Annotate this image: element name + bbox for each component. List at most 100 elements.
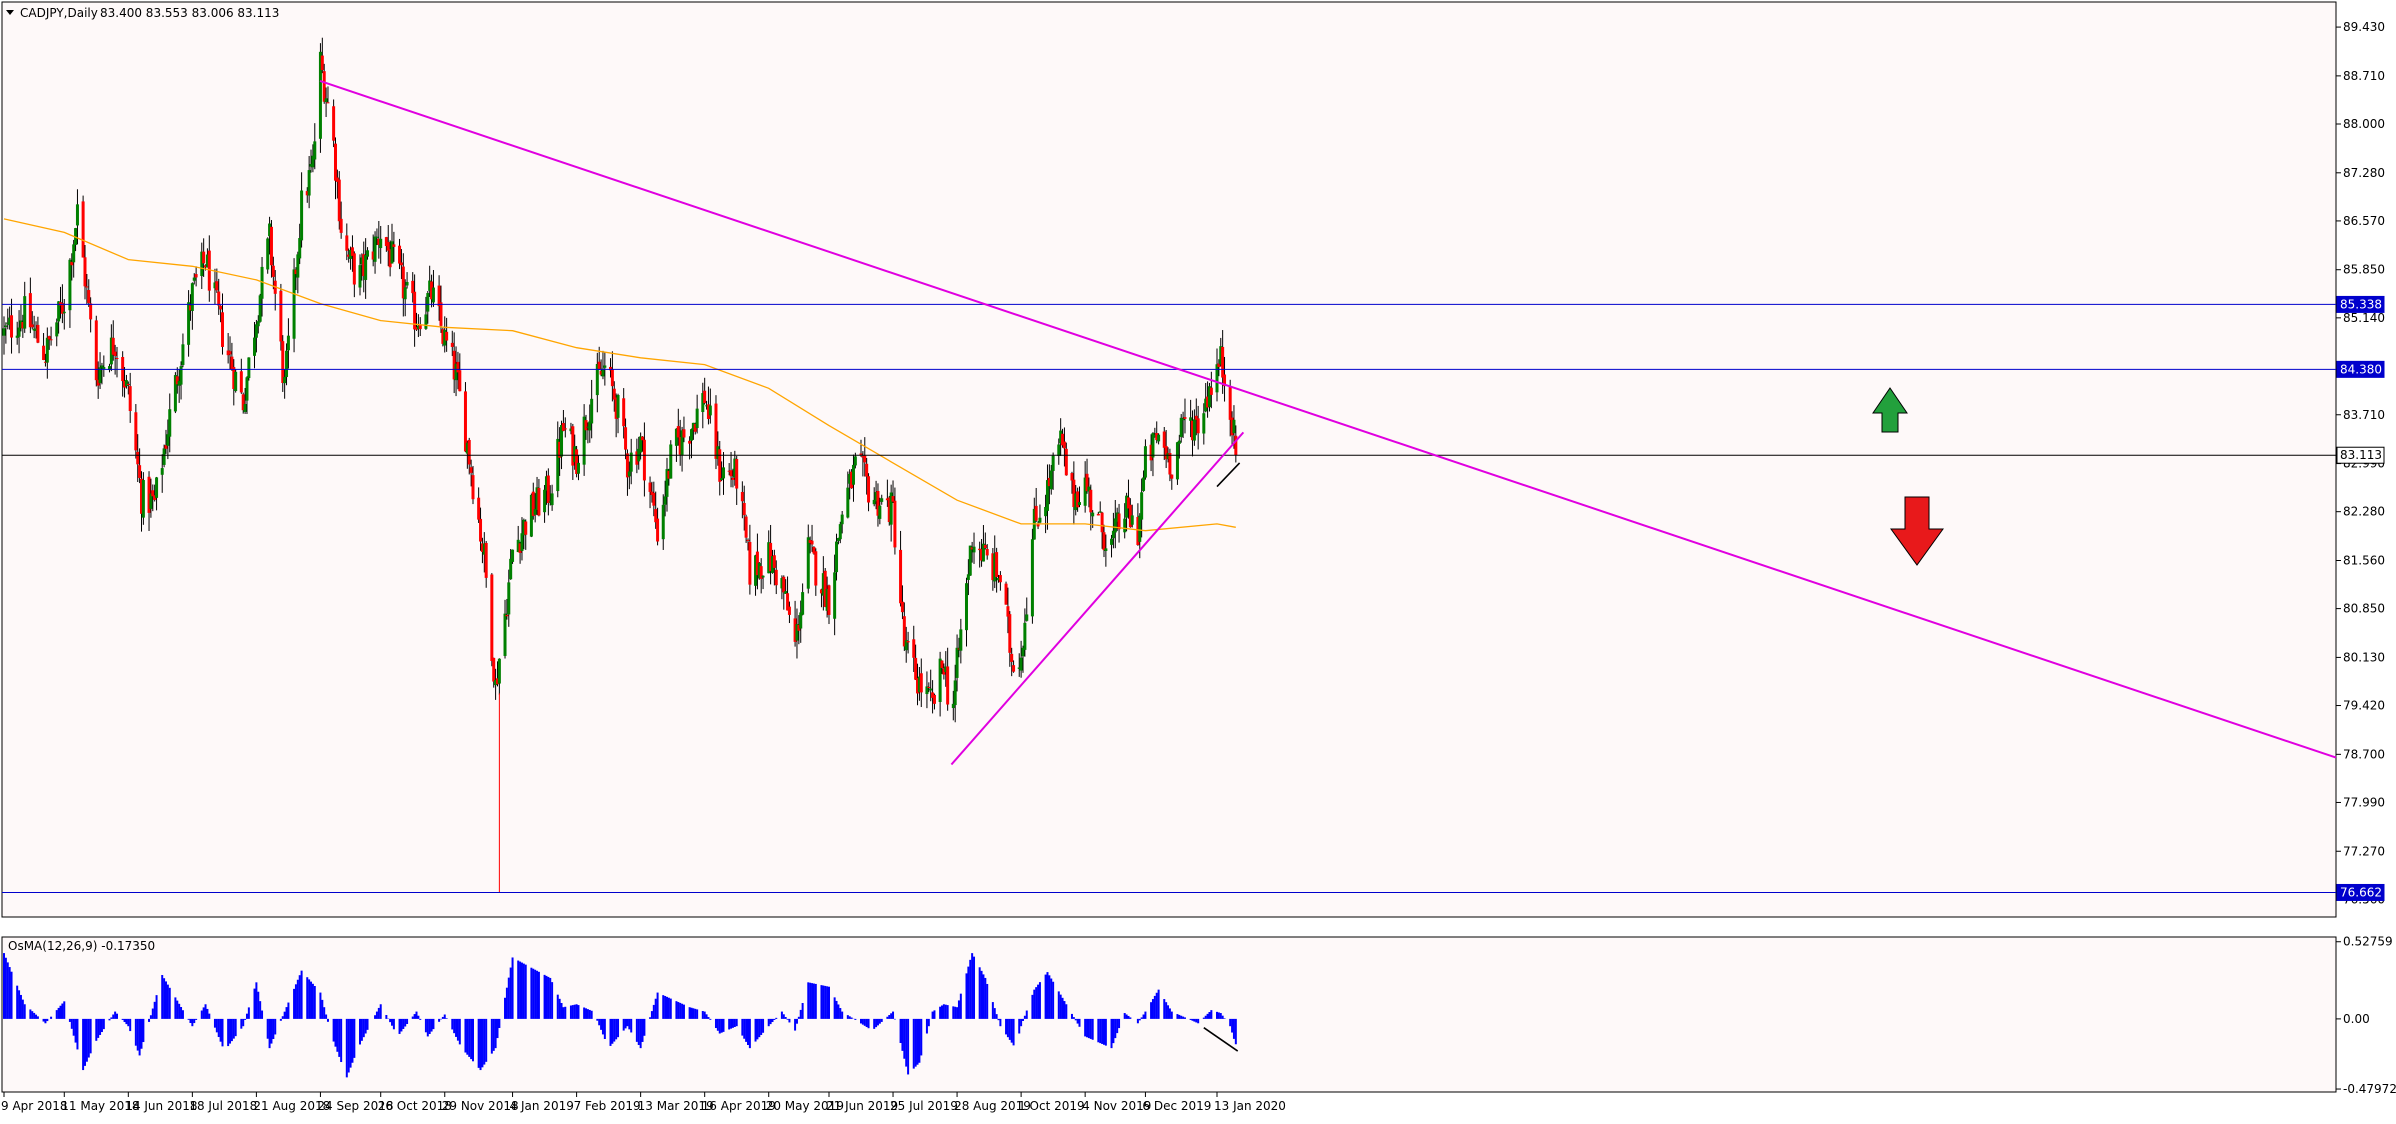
candle-bear [362, 254, 366, 277]
candle-bear [220, 312, 224, 347]
candle-bull [1045, 480, 1049, 511]
candle-bear [714, 403, 718, 459]
candle-bear [1062, 441, 1066, 449]
candle-bear [85, 286, 89, 288]
candle-bull [1140, 492, 1144, 520]
candle-bull [190, 283, 194, 311]
candle-bull [179, 366, 183, 385]
candle-bear [652, 492, 656, 506]
candle-bull [507, 582, 511, 615]
candle-bear [571, 426, 575, 466]
price-axis-label: 87.280 [2343, 166, 2385, 180]
candle-bear [10, 315, 14, 338]
candle-bear [755, 551, 759, 576]
candle-bear [126, 383, 130, 386]
candle-bear [850, 471, 854, 489]
candle-bull [285, 350, 289, 378]
candle-bull [1151, 433, 1155, 458]
osma-axis-label: 0.00 [2343, 1012, 2370, 1026]
candle-bear [867, 476, 871, 503]
candle-bear [21, 321, 25, 329]
candle-bull [1044, 506, 1048, 517]
candle-bull [522, 519, 526, 536]
candle-bull [548, 501, 552, 503]
candle-bear [932, 694, 936, 704]
candle-bear [1136, 516, 1140, 546]
candle-bear [916, 678, 920, 694]
candle-bull [296, 254, 300, 278]
candle-bull [15, 335, 19, 338]
candle-bear [1061, 433, 1065, 446]
candle-bear [676, 426, 680, 438]
candle-bear [735, 459, 739, 489]
candle-bull [761, 575, 765, 578]
candle-bear [876, 490, 880, 516]
candle-bear [414, 327, 418, 330]
candle-bear [893, 500, 897, 548]
candle-bear [139, 478, 143, 514]
candle-bull [603, 365, 607, 368]
candle-bull [349, 250, 353, 259]
candle-bear [1228, 386, 1232, 420]
candle-bull [1023, 622, 1027, 650]
candle-bull [929, 688, 933, 691]
candle-bull [177, 380, 181, 386]
candle-bear [1217, 363, 1221, 367]
candle-bear [1006, 606, 1010, 617]
candle-bull [1143, 446, 1147, 478]
candle-bull [535, 487, 539, 510]
candle-bear [59, 302, 63, 306]
candle-bear [1034, 505, 1038, 521]
candle-bull [780, 578, 784, 589]
candle-bull [665, 469, 669, 497]
candle-bull [1219, 346, 1223, 365]
candle-bear [1162, 431, 1166, 448]
candle-bull [109, 337, 113, 365]
candle-bull [1157, 434, 1161, 442]
candle-bear [1064, 448, 1068, 476]
candle-bull [465, 442, 469, 454]
candle-bear [641, 436, 645, 441]
candle-bear [810, 540, 814, 545]
candle-bull [497, 658, 501, 684]
candle-bear [914, 657, 918, 680]
candle-bull [375, 236, 379, 238]
candle-bull [674, 428, 678, 446]
candle-bull [701, 393, 705, 413]
time-axis-label: 24 Sep 2018 [317, 1099, 393, 1113]
candle-bull [247, 357, 251, 379]
candle-bull [595, 364, 599, 396]
candle-bull [4, 325, 8, 327]
candle-bull [533, 509, 537, 515]
candle-bull [889, 492, 893, 525]
candle-bull [1104, 548, 1108, 551]
candle-bear [609, 366, 612, 371]
candle-bull [424, 314, 428, 329]
candle-bear [1155, 433, 1159, 441]
candle-bull [1113, 518, 1117, 533]
small-black-line [1216, 462, 1241, 488]
arrow-down-icon [1890, 496, 1944, 566]
candle-bear [1047, 477, 1051, 487]
candle-bull [938, 658, 942, 702]
candle-bear [614, 397, 618, 419]
candle-bull [689, 429, 693, 441]
candle-bear [1223, 374, 1227, 387]
candle-bull [1087, 486, 1091, 492]
candle-bear [759, 566, 763, 579]
candle-bear [411, 280, 415, 294]
candle-bull [691, 422, 695, 430]
candle-bear [337, 179, 341, 222]
candle-bear [128, 386, 132, 412]
candle-bear [1012, 665, 1016, 672]
candle-bull [454, 363, 458, 381]
candle-bull [268, 223, 272, 237]
candle-bear [96, 379, 100, 386]
candle-bear [991, 553, 995, 581]
candle-bull [307, 170, 311, 196]
candle-bull [1130, 515, 1134, 525]
candle-bull [234, 371, 238, 391]
candle-bear [484, 542, 488, 578]
candle-bull [19, 320, 23, 329]
candle-bear [1072, 479, 1076, 508]
